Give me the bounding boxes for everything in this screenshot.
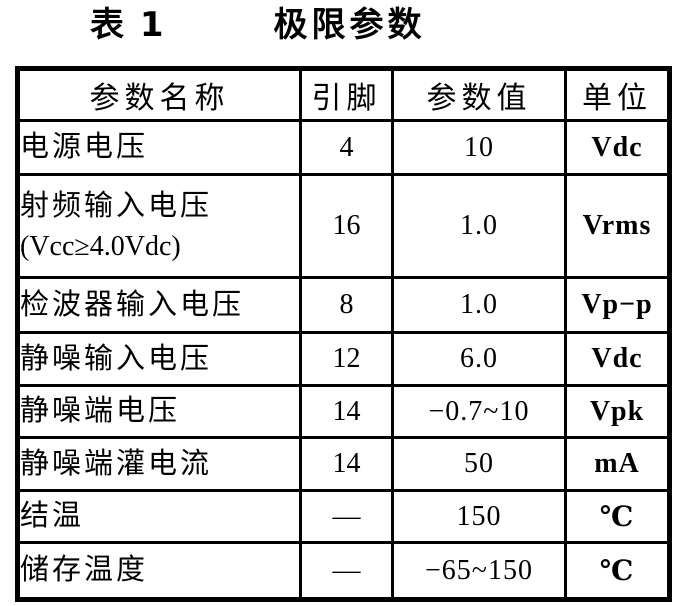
param-name-cell: 电源电压 bbox=[16, 119, 302, 176]
header-param-name: 参数名称 bbox=[16, 67, 302, 122]
limit-parameters-table: 参数名称 引脚 参数值 单位 电源电压 4 10 Vdc 射频输入电压 (Vcc… bbox=[15, 66, 672, 602]
unit-cell: ℃ bbox=[564, 489, 671, 544]
unit-cell: Vdc bbox=[564, 331, 671, 387]
header-pin: 引脚 bbox=[299, 67, 394, 122]
header-param-value: 参数值 bbox=[391, 67, 567, 122]
param-name-cell: 储存温度 bbox=[16, 541, 302, 601]
value-cell: −0.7~10 bbox=[391, 384, 567, 439]
value-cell: 1.0 bbox=[391, 276, 567, 334]
table-header-row: 参数名称 引脚 参数值 单位 bbox=[16, 67, 671, 122]
pin-cell: 12 bbox=[299, 331, 394, 387]
unit-cell: ℃ bbox=[564, 541, 671, 601]
unit-cell: mA bbox=[564, 436, 671, 492]
table-row: 检波器输入电压 8 1.0 Vp−p bbox=[16, 276, 671, 334]
param-name-cell: 射频输入电压 (Vcc≥4.0Vdc) bbox=[16, 173, 302, 279]
value-cell: 50 bbox=[391, 436, 567, 492]
param-name-cell: 检波器输入电压 bbox=[16, 276, 302, 334]
param-name: 储存温度 bbox=[20, 554, 149, 587]
param-name-cell: 静噪端灌电流 bbox=[16, 436, 302, 492]
table-row: 储存温度 — −65~150 ℃ bbox=[16, 541, 671, 601]
value-cell: −65~150 bbox=[391, 541, 567, 601]
param-name: 电源电压 bbox=[20, 131, 149, 164]
table-caption: 表 1 极限参数 bbox=[90, 4, 426, 46]
table-row: 射频输入电压 (Vcc≥4.0Vdc) 16 1.0 Vrms bbox=[16, 173, 671, 279]
table-title: 极限参数 bbox=[273, 5, 426, 45]
param-name: 检波器输入电压 bbox=[20, 288, 245, 321]
header-unit: 单位 bbox=[564, 67, 671, 122]
table-row: 静噪端电压 14 −0.7~10 Vpk bbox=[16, 384, 671, 439]
param-name: 静噪输入电压 bbox=[20, 342, 213, 375]
pin-cell: 14 bbox=[299, 384, 394, 439]
param-note: (Vcc≥4.0Vdc) bbox=[20, 230, 181, 262]
unit-cell: Vdc bbox=[564, 119, 671, 176]
param-name-cell: 静噪输入电压 bbox=[16, 331, 302, 387]
pin-cell: 16 bbox=[299, 173, 394, 279]
unit-cell: Vp−p bbox=[564, 276, 671, 334]
value-cell: 150 bbox=[391, 489, 567, 544]
table-row: 静噪端灌电流 14 50 mA bbox=[16, 436, 671, 492]
param-name: 静噪端灌电流 bbox=[20, 447, 213, 480]
value-cell: 6.0 bbox=[391, 331, 567, 387]
value-cell: 10 bbox=[391, 119, 567, 176]
table-row: 结温 — 150 ℃ bbox=[16, 489, 671, 544]
param-name: 静噪端电压 bbox=[20, 395, 181, 428]
param-name: 射频输入电压 bbox=[20, 190, 213, 223]
pin-cell: — bbox=[299, 541, 394, 601]
param-name-cell: 静噪端电压 bbox=[16, 384, 302, 439]
param-name: 结温 bbox=[20, 500, 85, 533]
table-row: 静噪输入电压 12 6.0 Vdc bbox=[16, 331, 671, 387]
pin-cell: 14 bbox=[299, 436, 394, 492]
pin-cell: — bbox=[299, 489, 394, 544]
table-row: 电源电压 4 10 Vdc bbox=[16, 119, 671, 176]
table-number-label: 表 1 bbox=[90, 5, 166, 45]
param-name-cell: 结温 bbox=[16, 489, 302, 544]
unit-cell: Vpk bbox=[564, 384, 671, 439]
unit-cell: Vrms bbox=[564, 173, 671, 279]
pin-cell: 4 bbox=[299, 119, 394, 176]
value-cell: 1.0 bbox=[391, 173, 567, 279]
pin-cell: 8 bbox=[299, 276, 394, 334]
